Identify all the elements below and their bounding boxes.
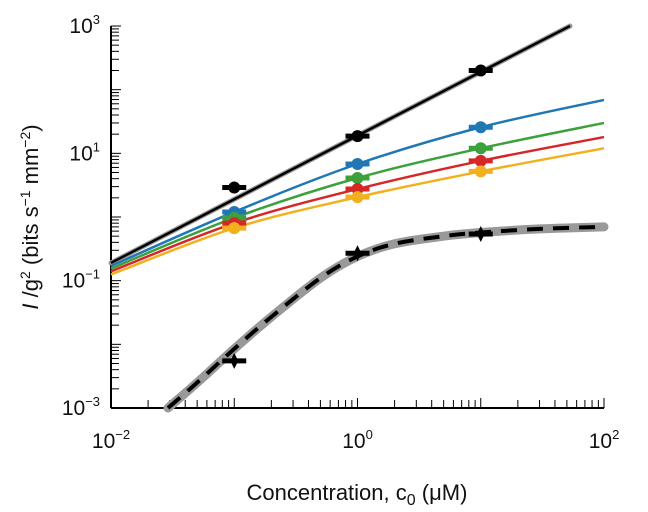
data-point-yellow <box>228 222 241 235</box>
series-line-lower-fit <box>166 224 605 410</box>
y-tick-label: 10−3 <box>62 394 100 420</box>
data-point-black <box>228 181 241 194</box>
data-point-lower-fit <box>353 245 362 262</box>
data-point-green <box>474 142 487 155</box>
y-tick-label: 101 <box>69 139 100 165</box>
x-tick-label: 10−2 <box>92 427 130 453</box>
data-point-lower-fit <box>230 352 239 369</box>
data-point-yellow <box>351 191 364 204</box>
y-tick-label: 103 <box>69 12 100 38</box>
tick-labels: 10−2 100 102 10−3 10−1 101 103 <box>62 12 619 453</box>
x-axis-title: Concentration, c0 (μM) <box>247 480 468 509</box>
data-point-green <box>351 171 364 184</box>
data-point-blue <box>474 121 487 134</box>
y-axis-title: I /g2 (bits s−1 mm−2) <box>17 124 43 309</box>
data-point-lower-fit <box>476 226 485 243</box>
data-point-yellow <box>474 165 487 178</box>
axes <box>110 25 605 409</box>
x-tick-label: 102 <box>589 427 620 453</box>
data-point-blue <box>351 157 364 170</box>
series-layer <box>108 23 609 413</box>
data-point-black <box>351 130 364 143</box>
series-halo-lower-fit <box>163 222 609 413</box>
y-tick-label: 10−1 <box>62 267 100 293</box>
data-point-red <box>474 154 487 167</box>
data-point-black <box>474 64 487 77</box>
points-layer <box>222 64 493 369</box>
x-tick-label: 100 <box>342 427 373 453</box>
